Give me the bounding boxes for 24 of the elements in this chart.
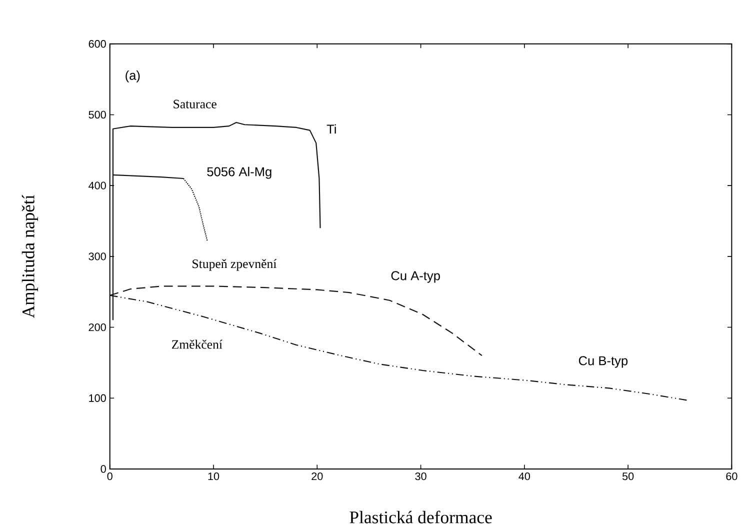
y-tick-label: 500: [88, 111, 106, 119]
series-label: Cu A-typ: [391, 271, 440, 283]
annotation: (a): [126, 70, 140, 83]
annotation: Změkčení: [172, 340, 222, 349]
x-tick-label: 30: [415, 472, 426, 480]
series-label: 5056 Al-Mg: [207, 167, 272, 179]
y-axis-title: Amplituda napětí: [22, 194, 38, 318]
x-tick-label: 0: [107, 472, 112, 480]
x-tick-label: 50: [622, 472, 634, 480]
x-tick-label: 60: [726, 472, 738, 480]
x-tick-label: 10: [208, 472, 220, 480]
y-tick-label: 600: [88, 40, 106, 48]
x-tick-label: 40: [518, 472, 530, 480]
series-label: Cu B-typ: [578, 356, 628, 368]
annotation: Stupeň zpevnění: [192, 259, 277, 271]
annotation: Saturace: [174, 100, 216, 109]
y-tick-label: 100: [89, 394, 106, 402]
series-label: Ti: [326, 124, 336, 134]
y-tick-label: 300: [88, 252, 106, 260]
x-axis-title: Plastická deformace: [350, 510, 492, 524]
y-tick-label: 0: [100, 465, 106, 473]
x-tick-label: 20: [312, 472, 323, 480]
y-tick-label: 200: [88, 324, 106, 332]
y-tick-label: 400: [88, 182, 106, 190]
